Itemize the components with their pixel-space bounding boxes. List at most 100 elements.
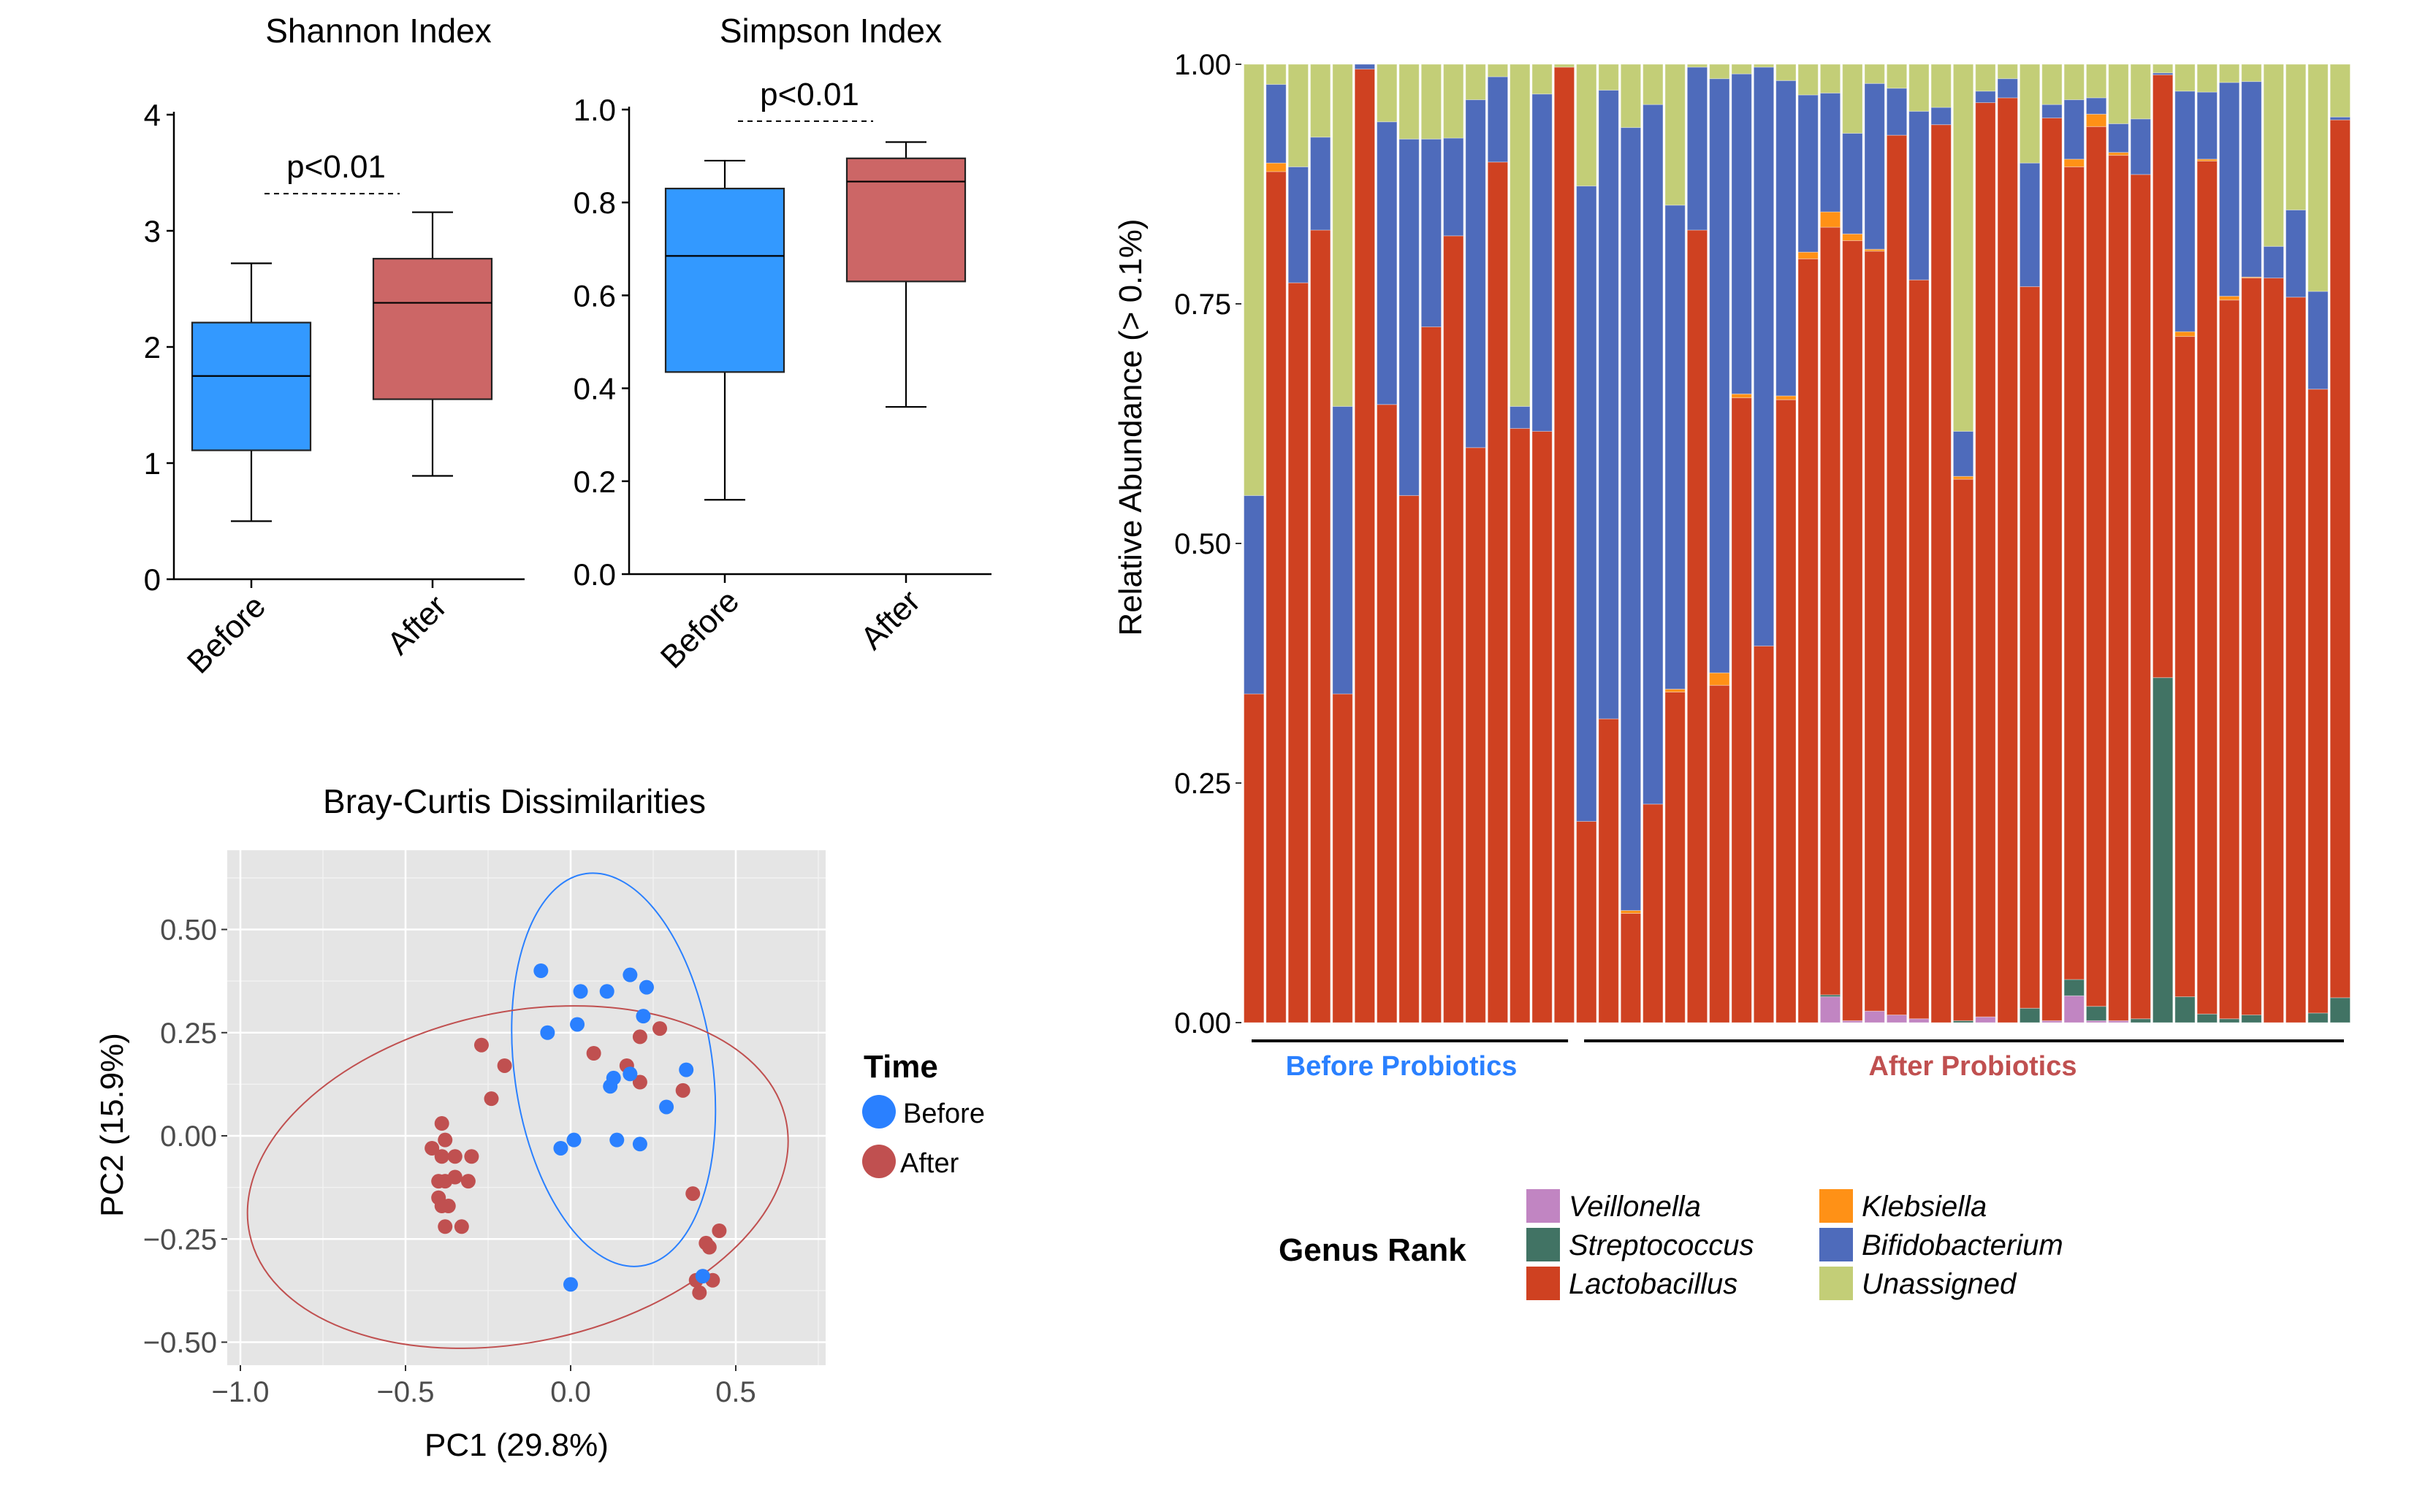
bar-segment-unassigned bbox=[1643, 64, 1664, 105]
box-after bbox=[372, 258, 493, 400]
legend-before-label: Before bbox=[903, 1099, 985, 1129]
bar-segment-lactobacillus bbox=[1487, 161, 1509, 1023]
legend-after-marker bbox=[862, 1145, 896, 1178]
bar-segment-bifidobacterium bbox=[1332, 405, 1353, 695]
legend-swatch-unassigned bbox=[1819, 1267, 1853, 1300]
p-value-label: p<0.01 bbox=[760, 77, 859, 112]
point-before bbox=[632, 1137, 647, 1152]
point-before bbox=[695, 1269, 710, 1284]
point-after bbox=[484, 1091, 499, 1107]
bar-segment-klebsiella bbox=[1819, 211, 1841, 228]
bar-segment-unassigned bbox=[2108, 64, 2129, 124]
x-tick-label: Before bbox=[654, 583, 746, 675]
point-after bbox=[473, 1037, 489, 1053]
point-after bbox=[685, 1186, 701, 1202]
bar-segment-unassigned bbox=[1775, 64, 1797, 81]
legend-swatch-lactobacillus bbox=[1526, 1267, 1560, 1300]
bar-segment-bifidobacterium bbox=[1576, 186, 1597, 822]
point-after bbox=[434, 1116, 449, 1131]
y-tick-label: −0.50 bbox=[143, 1327, 217, 1359]
bar-segment-unassigned bbox=[1864, 64, 1885, 84]
bar-segment-veillonella bbox=[1908, 1018, 1930, 1023]
bar-segment-bifidobacterium bbox=[2307, 291, 2329, 390]
point-after bbox=[675, 1083, 690, 1098]
point-after bbox=[441, 1199, 456, 1214]
bar-segment-streptococcus bbox=[2241, 1015, 2262, 1023]
bar-segment-unassigned bbox=[1731, 64, 1752, 75]
bar-segment-bifidobacterium bbox=[2019, 162, 2041, 287]
point-before bbox=[566, 1132, 582, 1148]
y-tick-label: 0.00 bbox=[160, 1120, 217, 1153]
bar-segment-lactobacillus bbox=[1354, 69, 1376, 1023]
point-before bbox=[599, 984, 614, 999]
bar-segment-lactobacillus bbox=[2108, 155, 2129, 1021]
bar-segment-klebsiella bbox=[2174, 331, 2196, 337]
bar-segment-bifidobacterium bbox=[1487, 76, 1509, 163]
legend-label-klebsiella: Klebsiella bbox=[1862, 1191, 1987, 1223]
bar-segment-lactobacillus bbox=[1731, 397, 1752, 1023]
bar-segment-unassigned bbox=[1930, 64, 1952, 108]
bar-segment-klebsiella bbox=[1709, 672, 1730, 686]
bar-segment-bifidobacterium bbox=[1287, 166, 1309, 283]
bar-segment-lactobacillus bbox=[2329, 119, 2351, 999]
y-tick-label: 0 bbox=[144, 562, 161, 597]
before-probiotics-label: Before Probiotics bbox=[1286, 1051, 1518, 1082]
bar-segment-lactobacillus bbox=[1930, 124, 1952, 1023]
pca-scatter: Bray-Curtis Dissimilarities −1.0 −0.5 0.0 0… bbox=[94, 782, 985, 1463]
bar-segment-klebsiella bbox=[1664, 688, 1686, 692]
bar-segment-bifidobacterium bbox=[1354, 64, 1376, 70]
point-before bbox=[603, 1079, 618, 1094]
bar-segment-lactobacillus bbox=[1465, 447, 1486, 1023]
bar-segment-veillonella bbox=[2063, 995, 2085, 1023]
bar-segment-streptococcus bbox=[2152, 677, 2174, 1023]
bar-segment-bifidobacterium bbox=[1465, 99, 1486, 448]
y-tick-label: 3 bbox=[144, 214, 161, 248]
bar-segment-bifidobacterium bbox=[1775, 80, 1797, 397]
stacked-bar-chart: 0.00 0.25 0.50 0.75 1.00 Relative Abundance … bbox=[1113, 49, 2351, 1300]
x-tick-label: −0.5 bbox=[377, 1376, 435, 1408]
bar-segment-unassigned bbox=[1398, 64, 1420, 140]
point-after bbox=[692, 1285, 707, 1300]
point-after bbox=[586, 1046, 601, 1061]
bar-segment-veillonella bbox=[1975, 1016, 1996, 1023]
bar-segment-lactobacillus bbox=[1576, 820, 1597, 1023]
bar-segment-lactobacillus bbox=[1531, 430, 1553, 1023]
bar-segment-unassigned bbox=[1553, 64, 1575, 68]
bar-segment-unassigned bbox=[2263, 64, 2284, 247]
point-before bbox=[679, 1062, 694, 1077]
bar-segment-unassigned bbox=[1465, 64, 1486, 101]
bar-segment-lactobacillus bbox=[2085, 126, 2107, 1007]
point-before bbox=[570, 1017, 585, 1032]
point-after bbox=[434, 1149, 449, 1164]
bar-segment-bifidobacterium bbox=[1842, 132, 1863, 234]
bar-segment-lactobacillus bbox=[1244, 693, 1265, 1023]
bar-segment-lactobacillus bbox=[1553, 66, 1575, 1023]
pca-x-label: PC1 (29.8%) bbox=[425, 1427, 609, 1463]
point-after bbox=[464, 1149, 479, 1164]
bar-segment-lactobacillus bbox=[1643, 803, 1664, 1023]
bar-segment-veillonella bbox=[1864, 1010, 1885, 1023]
bar-segment-bifidobacterium bbox=[1819, 92, 1841, 213]
bar-segment-unassigned bbox=[1576, 64, 1597, 187]
legend-swatch-veillonella bbox=[1526, 1189, 1560, 1223]
bar-segment-klebsiella bbox=[1842, 233, 1863, 241]
legend-label-veillonella: Veillonella bbox=[1569, 1191, 1701, 1223]
bar-segment-klebsiella bbox=[1775, 395, 1797, 400]
bar-segment-unassigned bbox=[1753, 64, 1775, 68]
bar-segment-streptococcus bbox=[2085, 1006, 2107, 1021]
bar-segment-unassigned bbox=[1265, 64, 1287, 85]
point-before bbox=[573, 984, 588, 999]
bar-segment-bifidobacterium bbox=[2241, 81, 2262, 278]
x-tick-label: Before bbox=[180, 588, 273, 680]
bar-segment-lactobacillus bbox=[1709, 684, 1730, 1023]
point-after bbox=[632, 1029, 647, 1045]
pca-y-label: PC2 (15.9%) bbox=[94, 1033, 130, 1217]
point-after bbox=[497, 1058, 512, 1073]
y-tick-label: 0.2 bbox=[574, 465, 616, 499]
bar-segment-bifidobacterium bbox=[1398, 138, 1420, 496]
bar-segment-unassigned bbox=[2085, 64, 2107, 99]
legend-swatch-streptococcus bbox=[1526, 1228, 1560, 1261]
x-tick-label: 0.0 bbox=[550, 1376, 591, 1408]
y-tick-label: 0.4 bbox=[574, 372, 616, 406]
point-before bbox=[623, 1066, 638, 1082]
